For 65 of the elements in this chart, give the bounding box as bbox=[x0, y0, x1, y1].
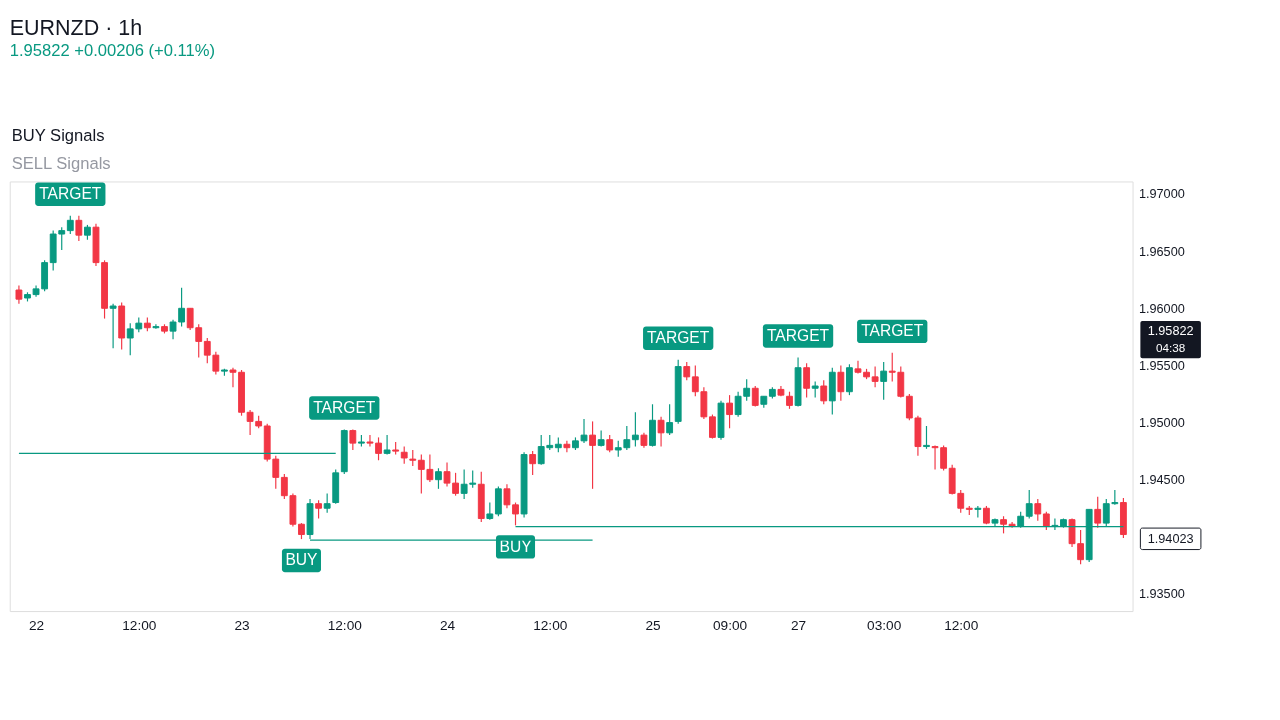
candlestick bbox=[803, 362, 811, 399]
text: SELL Signals bbox=[11, 153, 111, 173]
candlestick bbox=[75, 215, 83, 242]
candlestick bbox=[1034, 498, 1042, 522]
annotation: TARGET bbox=[313, 398, 376, 416]
candlestick bbox=[563, 440, 571, 453]
y-tick-label: 1.95500 bbox=[1138, 358, 1185, 373]
x-tick-label: 12:00 bbox=[327, 618, 363, 634]
text: 1.94023 bbox=[1147, 531, 1194, 546]
candlestick bbox=[435, 467, 442, 490]
x-tick-label: 12:00 bbox=[944, 618, 979, 634]
candlestick bbox=[880, 361, 888, 401]
y-tick-label: 1.96000 bbox=[1138, 301, 1185, 316]
y-tick-label: 1.95000 bbox=[1138, 415, 1185, 430]
candlestick bbox=[923, 425, 930, 450]
y-tick-label: 1.93500 bbox=[1138, 587, 1185, 602]
candlestick bbox=[631, 411, 639, 448]
x-tick-label: 23 bbox=[234, 618, 250, 634]
candlestick bbox=[66, 215, 74, 235]
candlestick bbox=[323, 492, 331, 514]
candlestick bbox=[683, 361, 691, 381]
candlestick bbox=[666, 403, 674, 436]
annotation: TARGET bbox=[766, 326, 830, 344]
candlestick bbox=[597, 429, 605, 448]
candlestick bbox=[383, 434, 391, 456]
x-tick-label: 24 bbox=[439, 618, 456, 634]
x-tick-label: 27 bbox=[790, 618, 807, 634]
candlestick bbox=[751, 385, 759, 408]
y-tick-label: 1.97000 bbox=[1138, 187, 1185, 202]
x-tick-label: 09:00 bbox=[712, 618, 748, 634]
candlestick bbox=[589, 420, 596, 490]
candlestick bbox=[657, 416, 665, 448]
x-tick-label: 03:00 bbox=[867, 618, 902, 634]
candlestick bbox=[15, 284, 23, 305]
candlestick bbox=[1094, 496, 1102, 529]
candlestick bbox=[820, 379, 828, 405]
x-tick-label: 12:00 bbox=[122, 618, 157, 634]
candlestick bbox=[315, 499, 323, 520]
candlestick bbox=[974, 505, 982, 518]
candlestick bbox=[837, 364, 845, 402]
candlestick bbox=[1025, 489, 1033, 520]
text: BUY Signals bbox=[11, 126, 105, 146]
annotation: BUY bbox=[499, 537, 533, 555]
annotation: TARGET bbox=[861, 322, 924, 340]
annotation: TARGET bbox=[647, 329, 710, 347]
annotation: TARGET bbox=[39, 185, 102, 203]
candlestick bbox=[846, 363, 853, 396]
y-tick-label: 1.94500 bbox=[1138, 473, 1185, 488]
x-tick-label: 22 bbox=[28, 618, 45, 634]
candlestick bbox=[152, 323, 160, 330]
candlestick bbox=[109, 303, 117, 349]
candlestick bbox=[726, 394, 733, 429]
y-tick-label: 1.96500 bbox=[1138, 244, 1185, 259]
chart-title: EURNZD · 1h bbox=[9, 16, 143, 41]
x-tick-label: 25 bbox=[645, 618, 661, 634]
candlestick bbox=[349, 428, 357, 451]
candlestick bbox=[1042, 511, 1050, 531]
chart-subtitle: 1.95822 +0.00206 (+0.11%) bbox=[9, 40, 216, 60]
annotation: BUY bbox=[285, 551, 319, 569]
candlestick bbox=[529, 450, 537, 476]
candlestick bbox=[709, 413, 716, 440]
text: 04:38 bbox=[1156, 341, 1186, 355]
text: 1.95822 bbox=[1147, 323, 1194, 338]
x-tick-label: 12:00 bbox=[533, 618, 568, 634]
candlestick bbox=[871, 365, 879, 388]
